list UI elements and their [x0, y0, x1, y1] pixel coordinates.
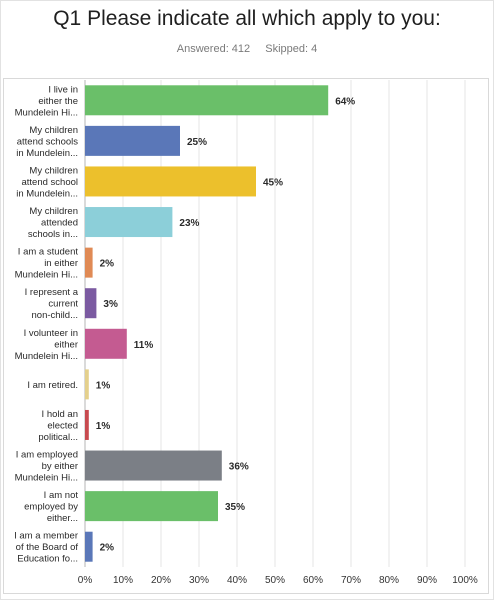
category-label: non-child...: [32, 310, 78, 321]
bar: [85, 328, 127, 359]
bar: [85, 166, 256, 197]
value-label: 45%: [263, 177, 283, 188]
value-label: 36%: [229, 462, 249, 473]
x-tick-label: 50%: [265, 575, 285, 586]
value-label: 2%: [100, 259, 115, 270]
category-label: by either: [42, 461, 78, 472]
category-label: Mundelein Hi...: [15, 473, 78, 484]
x-tick-label: 90%: [417, 575, 437, 586]
category-label: I am retired.: [27, 380, 78, 391]
category-label: political...: [38, 432, 78, 443]
category-label: My children: [29, 165, 78, 176]
category-label: My children: [29, 125, 78, 136]
category-label: elected: [47, 420, 78, 431]
answered-count: Answered: 412: [176, 43, 251, 55]
x-tick-label: 40%: [227, 575, 247, 586]
x-tick-label: 30%: [189, 575, 209, 586]
category-label: I live in: [48, 84, 78, 95]
bar: [85, 247, 93, 278]
skipped-count: Skipped: 4: [265, 43, 318, 55]
bar: [85, 531, 93, 562]
bar: [85, 125, 180, 156]
category-label: Mundelein Hi...: [15, 351, 78, 362]
category-label: of the Board of: [16, 542, 79, 553]
category-label: attend schools: [17, 136, 79, 147]
x-tick-label: 100%: [452, 575, 478, 586]
plot-area: [3, 78, 489, 594]
category-label: My children: [29, 206, 78, 217]
value-label: 23%: [179, 218, 199, 229]
value-label: 1%: [96, 380, 111, 391]
question-title: Q1 Please indicate all which apply to yo…: [53, 7, 441, 30]
category-label: I am not: [44, 490, 79, 501]
x-tick-label: 60%: [303, 575, 323, 586]
x-tick-label: 0%: [78, 575, 93, 586]
category-label: in Mundelein...: [16, 148, 78, 159]
bar: [85, 288, 97, 319]
category-label: attend school: [21, 177, 78, 188]
category-label: I represent a: [25, 287, 79, 298]
category-label: I volunteer in: [24, 328, 78, 339]
category-label: attended: [41, 218, 78, 229]
bar: [85, 491, 218, 522]
category-label: I am employed: [16, 450, 78, 461]
category-label: Education fo...: [17, 554, 78, 565]
category-label: either the: [38, 96, 78, 107]
value-label: 35%: [225, 502, 245, 513]
bar: [85, 450, 222, 481]
value-label: 64%: [335, 96, 355, 107]
bar: [85, 409, 89, 440]
category-label: in Mundelein...: [16, 188, 78, 199]
category-label: current: [48, 299, 78, 310]
response-summary: Answered: 412 Skipped: 4: [0, 43, 494, 55]
category-label: Mundelein Hi...: [15, 107, 78, 118]
category-label: in either: [44, 258, 78, 269]
category-label: I hold an: [42, 409, 78, 420]
value-label: 1%: [96, 421, 111, 432]
bar: [85, 85, 329, 116]
x-tick-label: 20%: [151, 575, 171, 586]
value-label: 3%: [103, 299, 118, 310]
category-label: either...: [47, 513, 78, 524]
category-label: employed by: [24, 502, 78, 513]
bar: [85, 369, 89, 400]
category-label: I am a member: [14, 531, 78, 542]
category-label: schools in...: [28, 229, 78, 240]
bar: [85, 207, 173, 238]
value-label: 2%: [100, 543, 115, 554]
value-label: 11%: [134, 340, 154, 351]
category-label: either: [54, 339, 78, 350]
x-tick-label: 10%: [113, 575, 133, 586]
x-tick-label: 80%: [379, 575, 399, 586]
category-label: Mundelein Hi...: [15, 270, 78, 281]
category-label: I am a student: [18, 247, 79, 258]
x-tick-label: 70%: [341, 575, 361, 586]
value-label: 25%: [187, 137, 207, 148]
